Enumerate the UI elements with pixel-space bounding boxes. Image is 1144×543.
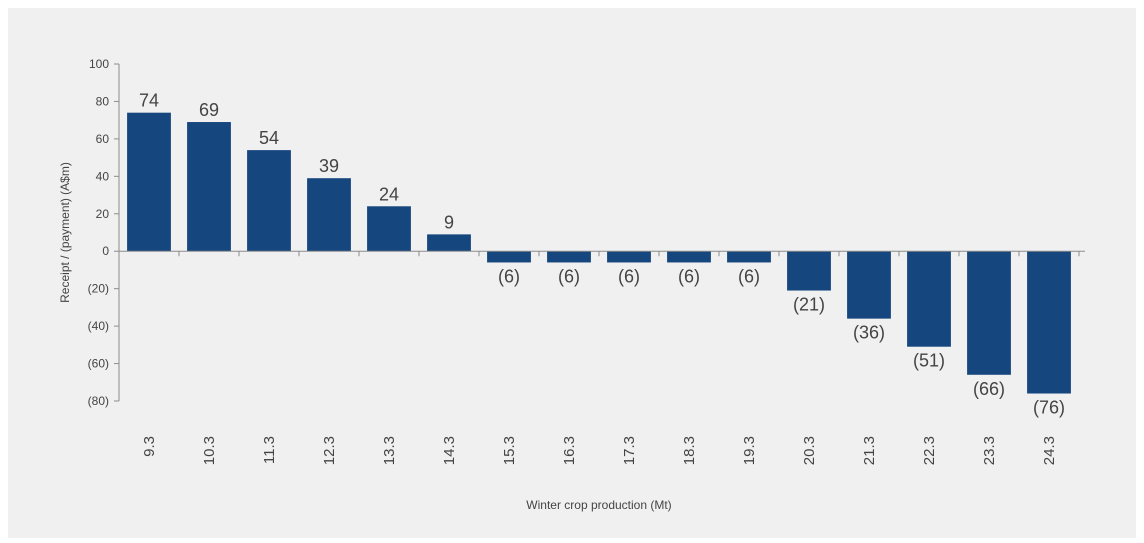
data-label: (6) — [558, 266, 580, 286]
data-label: (21) — [793, 295, 825, 315]
data-label: (6) — [678, 266, 700, 286]
x-tick-label: 16.3 — [561, 436, 578, 465]
data-label: (6) — [498, 266, 520, 286]
y-tick-label: (80) — [88, 394, 109, 408]
x-tick-label: 13.3 — [381, 436, 398, 465]
bar — [727, 251, 771, 263]
bar — [487, 251, 531, 263]
x-tick-label: 18.3 — [681, 436, 698, 465]
y-tick-label: (40) — [88, 319, 109, 333]
data-label: (51) — [913, 351, 945, 371]
data-label: 74 — [139, 91, 159, 111]
bar — [127, 112, 171, 252]
bar — [667, 251, 711, 263]
bar — [607, 251, 651, 263]
y-axis-title: Receipt / (payment) (A$m) — [58, 162, 72, 303]
bar — [967, 251, 1011, 375]
x-axis-title: Winter crop production (Mt) — [526, 498, 671, 512]
y-tick-label: 100 — [89, 57, 109, 71]
y-tick-label: 40 — [96, 169, 110, 183]
bar — [427, 234, 471, 252]
y-tick-label: 20 — [96, 207, 110, 221]
x-tick-label: 23.3 — [981, 436, 998, 465]
x-tick-label: 22.3 — [921, 436, 938, 465]
y-axis: 100 80 60 40 20 0 (20) (40) (60) (80) — [88, 57, 120, 408]
bar — [1027, 251, 1071, 394]
y-tick-label: 0 — [102, 244, 109, 258]
bar — [787, 251, 831, 291]
x-tick-label: 10.3 — [201, 436, 218, 465]
y-tick-label: 80 — [96, 94, 110, 108]
data-label: (6) — [618, 266, 640, 286]
data-label: 9 — [444, 212, 454, 232]
bars — [127, 112, 1071, 394]
data-label: (66) — [973, 379, 1005, 399]
data-label: 39 — [319, 156, 339, 176]
x-tick-label: 17.3 — [621, 436, 638, 465]
bar — [907, 251, 951, 347]
data-labels: 74 69 54 39 24 9 (6) (6) (6) (6) (6) (21) (36) (51) (6… — [139, 91, 1065, 418]
y-tick-label: (60) — [88, 357, 109, 371]
bar — [847, 251, 891, 319]
data-label: 54 — [259, 128, 279, 148]
data-label: (36) — [853, 323, 885, 343]
x-tick-label: 21.3 — [861, 436, 878, 465]
data-label: 24 — [379, 184, 399, 204]
y-tick-label: 60 — [96, 132, 110, 146]
bar — [247, 150, 291, 252]
chart-panel: 100 80 60 40 20 0 (20) (40) (60) (80) 9.3 10.3 11.3… — [8, 8, 1136, 538]
x-tick-label: 9.3 — [141, 436, 158, 457]
data-label: (76) — [1033, 398, 1065, 418]
bar — [547, 251, 591, 263]
x-tick-label: 12.3 — [321, 436, 338, 465]
data-label: 69 — [199, 100, 219, 120]
x-tick-label: 11.3 — [261, 436, 278, 464]
x-tick-label: 14.3 — [441, 436, 458, 465]
x-tick-label: 24.3 — [1041, 436, 1058, 465]
x-tick-label: 15.3 — [501, 436, 518, 465]
data-label: (6) — [738, 266, 760, 286]
x-tick-label: 19.3 — [741, 436, 758, 465]
y-tick-label: (20) — [88, 282, 109, 296]
bar — [187, 122, 231, 252]
x-tick-label: 20.3 — [801, 436, 818, 465]
bar — [307, 178, 351, 252]
bar — [367, 206, 411, 252]
x-axis: 9.3 10.3 11.3 12.3 13.3 14.3 15.3 16.3 17.3 18.3 1… — [118, 250, 1085, 465]
